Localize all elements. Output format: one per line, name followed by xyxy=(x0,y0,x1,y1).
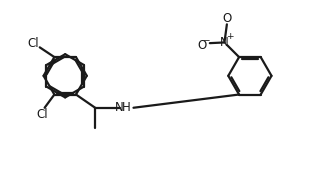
Text: O: O xyxy=(197,39,206,52)
Text: O: O xyxy=(222,12,232,25)
Text: Cl: Cl xyxy=(28,37,39,50)
Text: H: H xyxy=(122,101,131,114)
Text: N: N xyxy=(220,36,229,49)
Text: N: N xyxy=(115,101,124,114)
Text: +: + xyxy=(226,32,234,41)
Text: Cl: Cl xyxy=(37,108,48,121)
Text: −: − xyxy=(202,36,209,45)
